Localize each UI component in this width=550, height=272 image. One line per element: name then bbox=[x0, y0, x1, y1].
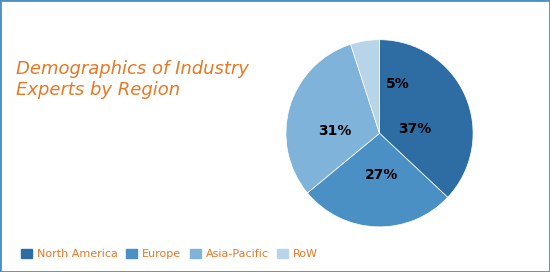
Wedge shape bbox=[379, 40, 473, 197]
Wedge shape bbox=[350, 40, 380, 133]
Wedge shape bbox=[307, 133, 448, 227]
Text: 27%: 27% bbox=[365, 168, 398, 183]
Text: 31%: 31% bbox=[318, 124, 351, 138]
Text: 5%: 5% bbox=[386, 77, 410, 91]
Legend: North America, Europe, Asia-Pacific, RoW: North America, Europe, Asia-Pacific, RoW bbox=[16, 245, 322, 264]
Text: Demographics of Industry
Experts by Region: Demographics of Industry Experts by Regi… bbox=[16, 60, 249, 99]
Wedge shape bbox=[286, 44, 379, 193]
Text: 37%: 37% bbox=[398, 122, 432, 136]
